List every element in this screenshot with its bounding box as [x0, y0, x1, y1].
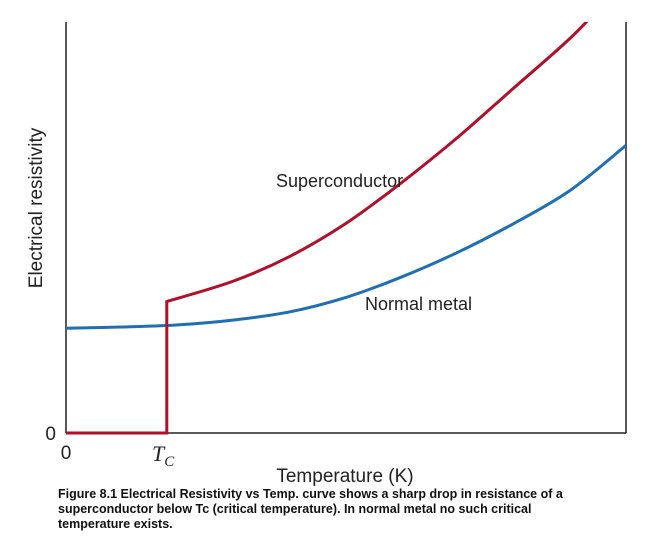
y-axis-label: Electrical resistivity [26, 127, 47, 288]
series-layer [65, 22, 626, 435]
tc-label-subscript: C [164, 454, 175, 470]
x-tick-label-0: 0 [61, 443, 72, 464]
figure-caption: Figure 8.1 Electrical Resistivity vs Tem… [58, 487, 563, 531]
series-label-normal-metal: Normal metal [365, 294, 472, 314]
series-line-normal-metal [65, 144, 626, 330]
axes [65, 22, 627, 434]
tc-label-main: T [152, 441, 166, 466]
y-tick-label-0: 0 [45, 424, 56, 445]
tc-tick-label: TC [152, 441, 175, 470]
series-line-superconductor [66, 22, 589, 435]
x-axis-label: Temperature (K) [276, 466, 413, 487]
series-label-superconductor: Superconductor [276, 171, 403, 191]
